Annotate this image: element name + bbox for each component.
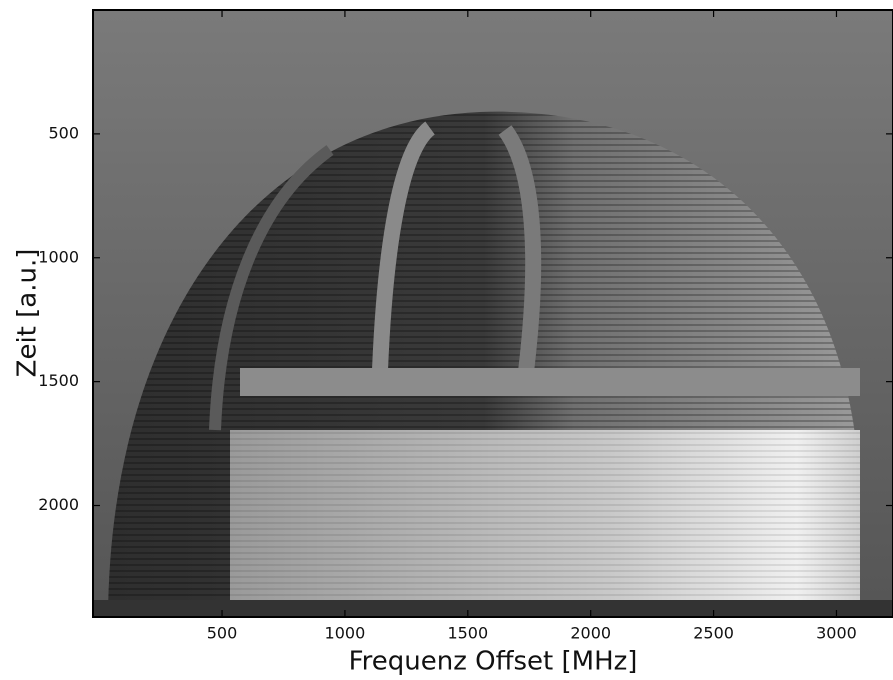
x-tick-label: 2000 <box>570 624 611 643</box>
y-tick-label: 500 <box>48 123 79 142</box>
x-tick-label: 1000 <box>325 624 366 643</box>
x-tick-label: 3000 <box>816 624 857 643</box>
image <box>93 10 893 617</box>
y-tick-label: 1000 <box>38 247 79 266</box>
y-tick-label: 2000 <box>38 495 79 514</box>
x-tick-label: 2500 <box>693 624 734 643</box>
x-tick-label: 1500 <box>447 624 488 643</box>
y-axis-label: Zeit [a.u.] <box>13 249 43 378</box>
y-tick-label: 1500 <box>38 371 79 390</box>
page: {"chart_data": {"type": "image", "xlabel… <box>0 0 893 680</box>
chart: Frequenz Offset [MHz] Zeit [a.u.] 500 100… <box>0 0 893 680</box>
x-axis-label: Frequenz Offset [MHz] <box>349 647 638 677</box>
x-tick-label: 500 <box>207 624 238 643</box>
